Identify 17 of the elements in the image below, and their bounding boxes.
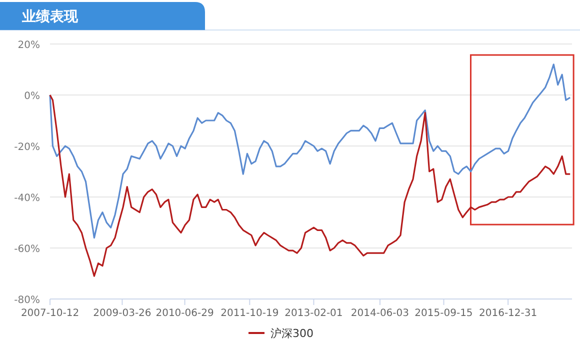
- y-tick-label: -20%: [14, 142, 40, 153]
- x-tick-label: 2013-02-01: [284, 308, 343, 319]
- x-tick-label: 2016-12-31: [479, 308, 538, 319]
- y-tick-label: -40%: [14, 193, 40, 204]
- x-tick-label: 2010-06-29: [156, 308, 214, 319]
- x-tick-label: 2015-09-15: [414, 308, 473, 319]
- legend-label: 沪深300: [270, 327, 314, 340]
- x-tick-label: 2011-10-19: [220, 308, 279, 319]
- y-tick-label: -80%: [14, 295, 40, 306]
- legend: 沪深300: [248, 327, 314, 340]
- x-tick-label: 2014-06-03: [350, 308, 410, 319]
- y-tick-label: 20%: [18, 40, 40, 51]
- y-tick-label: 0%: [24, 91, 40, 102]
- chart-title: 业绩表现: [21, 9, 79, 25]
- x-tick-label: 2007-10-12: [20, 308, 80, 319]
- y-tick-label: -60%: [14, 244, 40, 255]
- x-tick-label: 2009-03-26: [93, 308, 152, 319]
